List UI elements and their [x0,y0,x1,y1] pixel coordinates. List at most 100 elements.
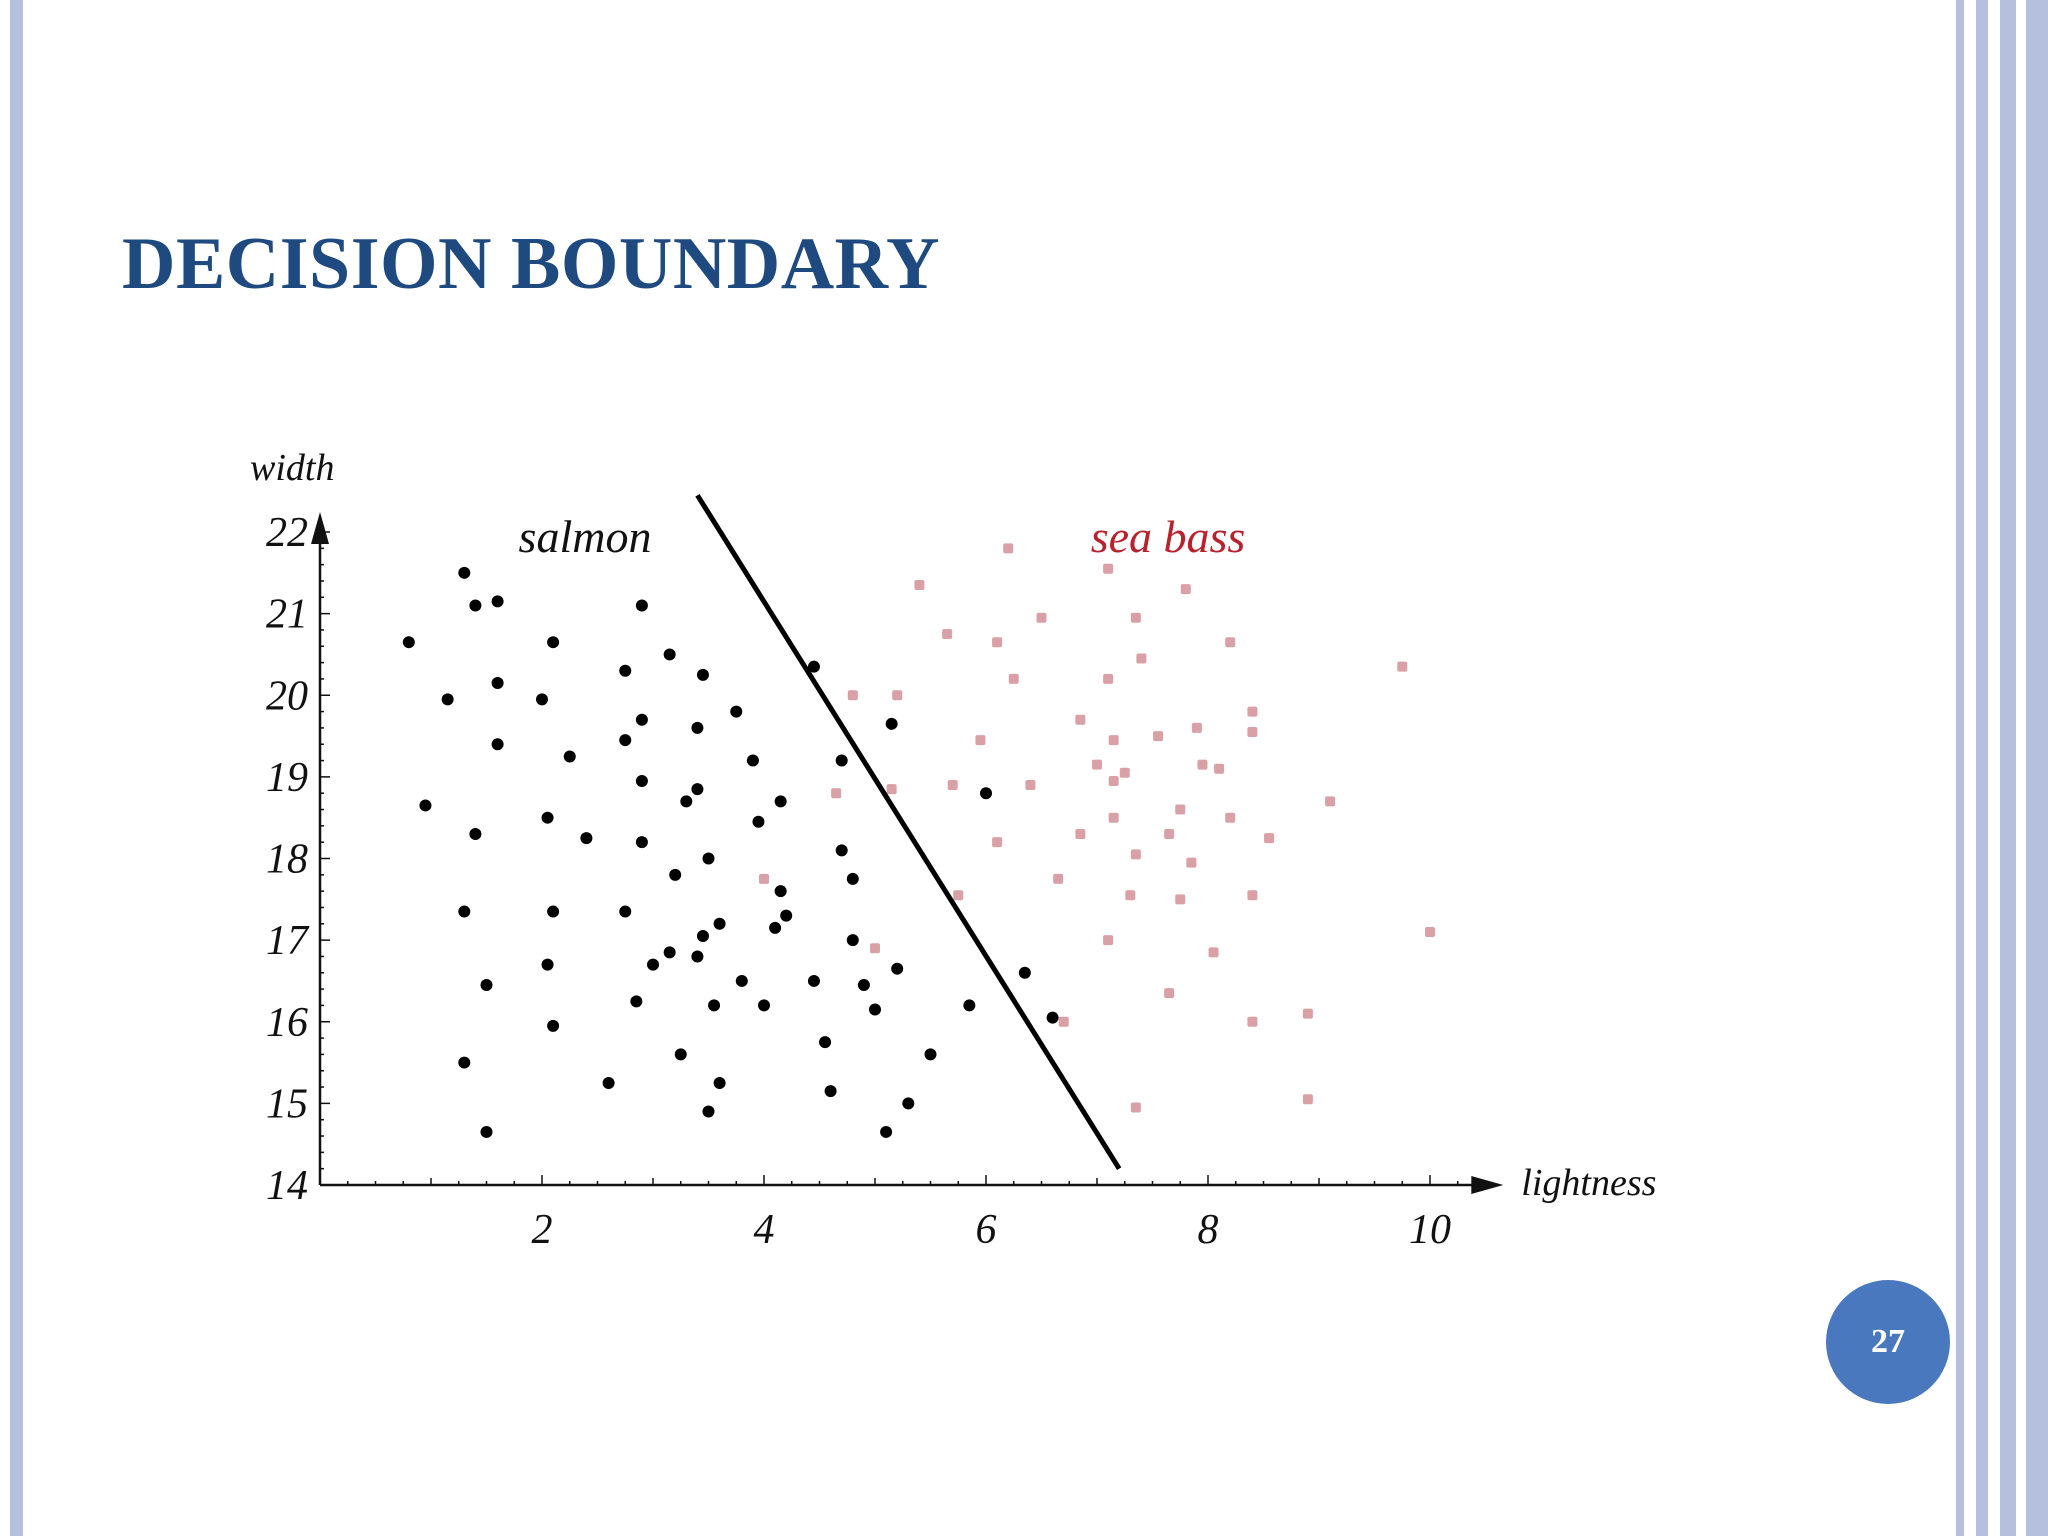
sea-bass-point [1247,1016,1258,1027]
salmon-point [458,905,471,918]
sea-bass-point [1036,612,1047,623]
salmon-point [419,799,432,812]
sea-bass-point [1302,1008,1313,1019]
y-axis-title: width [250,447,334,489]
sea-bass-point [1075,829,1086,840]
x-axis-title: lightness [1521,1162,1656,1204]
sea-bass-point [1175,894,1186,905]
salmon-point [730,705,743,718]
sea-bass-point [1130,849,1141,860]
salmon-point [469,828,482,841]
sea-bass-point [1075,714,1086,725]
sea-bass-point [1108,775,1119,786]
sea-bass-point [1425,926,1435,937]
salmon-point [980,787,992,800]
salmon-point [846,872,859,885]
sea-bass-point [1130,1102,1141,1113]
sea-bass-point [1186,857,1197,868]
salmon-point [602,1076,615,1089]
y-tick-label: 22 [266,510,308,556]
sea-bass-point [1136,653,1147,664]
salmon-point [635,599,648,612]
slide-title: DECISION BOUNDARY [122,223,940,305]
class-label-salmon: salmon [519,511,652,562]
sea-bass-point [1208,947,1219,958]
y-tick-label: 18 [266,837,308,883]
sea-bass-point [1025,780,1036,791]
sea-bass-point [1197,759,1208,770]
salmon-point [891,962,904,975]
salmon-point [647,958,659,971]
y-tick-label: 20 [266,673,308,719]
salmon-point [619,734,632,747]
salmon-point [1018,966,1031,979]
sea-bass-point [1175,804,1186,815]
salmon-point [663,946,676,959]
salmon-point [580,832,593,845]
y-tick-label: 21 [266,592,308,638]
sea-bass-point [992,837,1003,848]
salmon-point [491,738,504,751]
sea-bass-point [1108,735,1119,746]
salmon-point [630,995,643,1008]
salmon-point [619,664,632,677]
sea-bass-point [1103,935,1114,946]
salmon-point [547,636,560,649]
x-tick-label: 8 [1198,1207,1219,1253]
salmon-point [752,815,765,828]
salmon-point [541,958,554,971]
salmon-point [835,844,848,857]
salmon-point [735,974,748,987]
sea-bass-point [1053,873,1064,884]
salmon-point [746,754,759,767]
salmon-point [774,885,787,898]
y-tick-label: 14 [266,1163,308,1209]
salmon-point [547,1019,560,1032]
salmon-point [635,713,648,726]
x-tick-label: 4 [754,1207,775,1253]
right-frame-bars [1956,0,2048,1536]
x-axis-arrow [1471,1176,1504,1194]
sea-bass-point [1153,731,1164,742]
salmon-point [869,1003,881,1016]
y-axis-arrow [311,512,329,544]
sea-bass-point [1164,829,1175,840]
sea-bass-point [1003,543,1014,554]
salmon-point [963,999,976,1012]
sea-bass-point [1325,796,1336,807]
salmon-point [402,636,415,649]
x-tick-label: 10 [1409,1207,1451,1253]
salmon-point [680,795,693,808]
sea-bass-point [1103,563,1114,574]
salmon-point [458,566,471,579]
salmon-point [635,836,648,849]
sea-bass-point [914,580,925,591]
sea-bass-point [1397,661,1408,672]
sea-bass-point [1264,833,1275,844]
x-tick-label: 2 [532,1207,553,1253]
salmon-point [635,774,648,787]
salmon-point [691,721,704,734]
salmon-point [713,1076,726,1089]
class-label-sea-bass: sea bass [1091,511,1246,562]
sea-bass-point [1092,759,1102,770]
salmon-point [902,1097,915,1110]
salmon-point [708,999,721,1012]
salmon-point [857,979,870,992]
salmon-point [691,950,704,963]
sea-bass-point [953,890,964,901]
y-tick-label: 19 [266,755,308,801]
salmon-point [824,1085,837,1098]
sea-bass-point [759,873,769,884]
sea-bass-point [1125,890,1136,901]
sea-bass-point [1164,988,1175,999]
x-tick-label: 6 [976,1207,997,1253]
sea-bass-point [1214,763,1225,774]
salmon-point [713,917,726,930]
page-number-badge: 27 [1826,1280,1950,1404]
sea-bass-point [1108,812,1119,823]
salmon-point [702,852,715,865]
sea-bass-point [1180,584,1191,595]
salmon-point [846,934,859,947]
